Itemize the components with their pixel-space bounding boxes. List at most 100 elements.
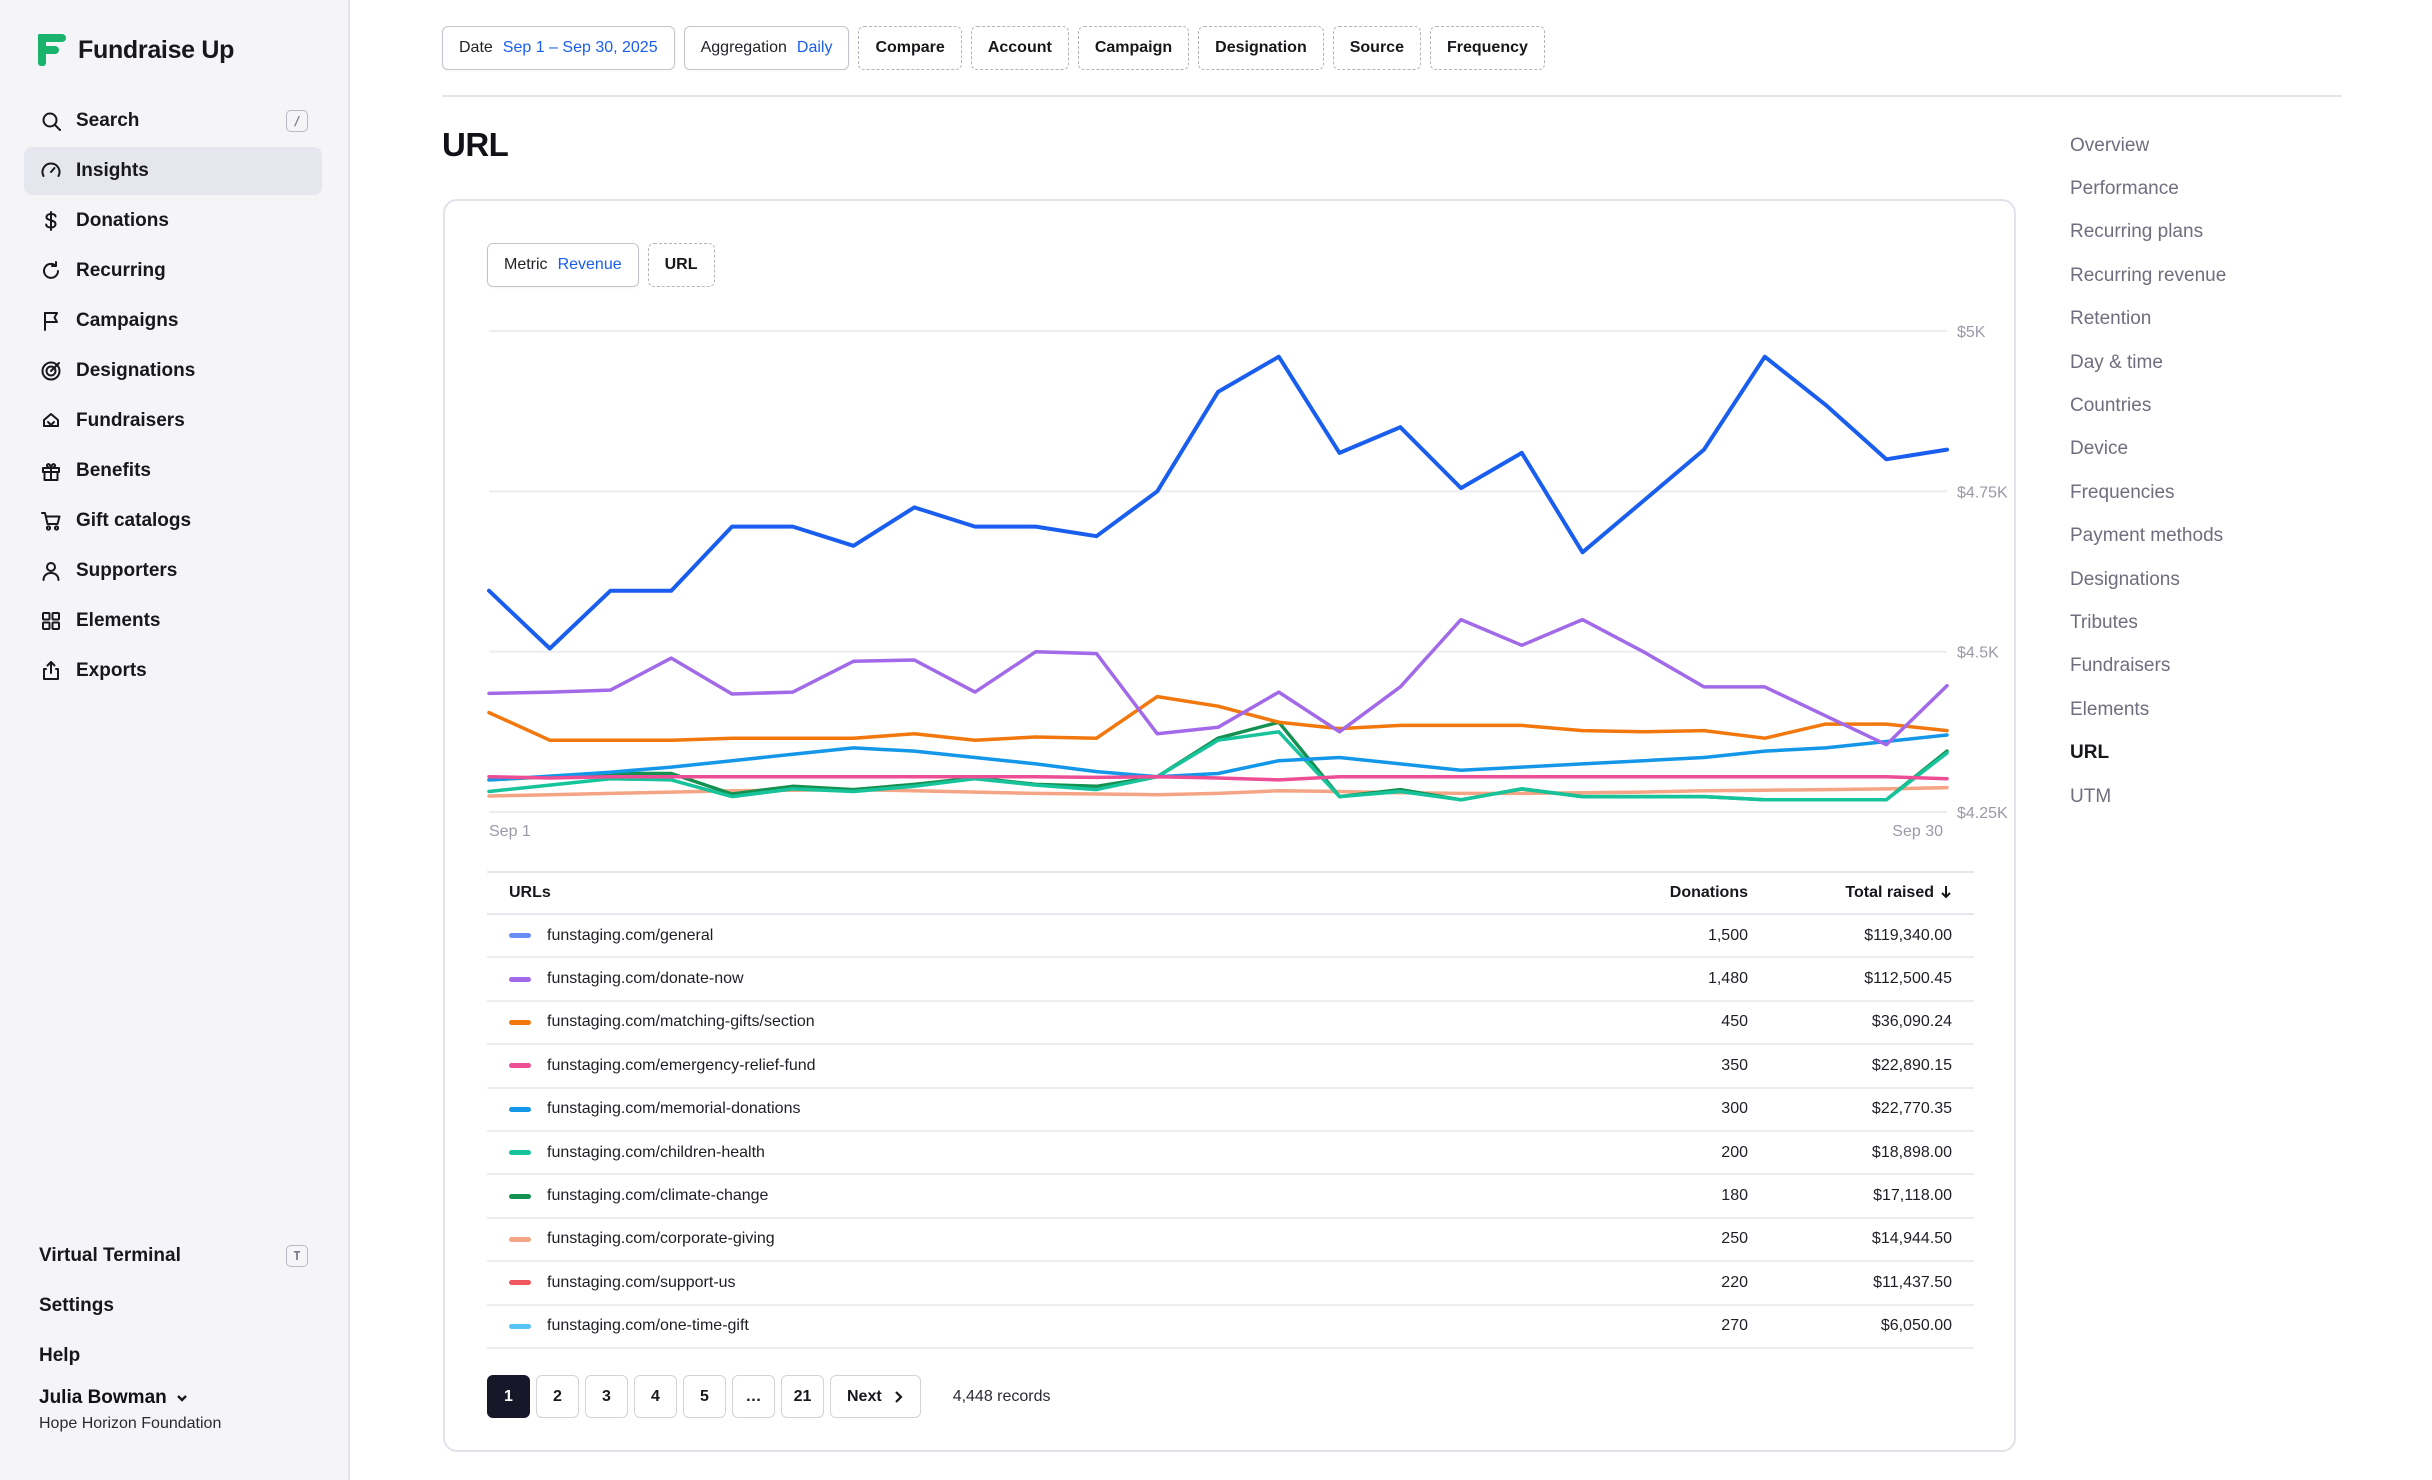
- aggregation-filter[interactable]: Aggregation Daily: [683, 26, 850, 70]
- url-cell: funstaging.com/memorial-donations: [487, 1100, 1578, 1118]
- section-nav-recurring-revenue[interactable]: Recurring revenue: [2070, 264, 2227, 286]
- sidebar-item-search[interactable]: Search /: [24, 97, 322, 145]
- table-row[interactable]: funstaging.com/matching-gifts/section 450…: [487, 1002, 1974, 1046]
- sidebar-item-label: Elements: [76, 610, 161, 631]
- section-nav-device[interactable]: Device: [2070, 438, 2129, 460]
- export-icon: [40, 660, 62, 682]
- url-cell: funstaging.com/children-health: [487, 1144, 1578, 1162]
- help-label: Help: [39, 1345, 81, 1366]
- sidebar-item-designations[interactable]: Designations: [24, 347, 322, 395]
- section-nav-recurring-plans[interactable]: Recurring plans: [2070, 221, 2204, 243]
- url-text: funstaging.com/corporate-giving: [547, 1230, 775, 1248]
- table-row[interactable]: funstaging.com/children-health 200 $18,898…: [487, 1132, 1974, 1176]
- sidebar-item-gift-catalogs[interactable]: Gift catalogs: [24, 497, 322, 545]
- table-row[interactable]: funstaging.com/climate-change 180 $17,118.…: [487, 1175, 1974, 1219]
- sidebar-item-donations[interactable]: Donations: [24, 197, 322, 245]
- page-button-5[interactable]: 5: [683, 1375, 726, 1418]
- table-row[interactable]: funstaging.com/one-time-gift 270 $6,050.00: [487, 1306, 1974, 1349]
- gauge-icon: [40, 160, 62, 182]
- gift-icon: [40, 460, 62, 482]
- col-header-urls[interactable]: URLs: [509, 884, 551, 901]
- section-nav-utm[interactable]: UTM: [2070, 785, 2112, 807]
- table-row[interactable]: funstaging.com/general 1,500 $119,340.00: [487, 915, 1974, 959]
- table-row[interactable]: funstaging.com/support-us 220 $11,437.50: [487, 1262, 1974, 1306]
- page-button-21[interactable]: 21: [781, 1375, 824, 1418]
- compare-filter[interactable]: Compare: [858, 26, 962, 70]
- user-menu[interactable]: Julia Bowman Hope Horizon Foundation: [24, 1387, 322, 1433]
- section-nav-url[interactable]: URL: [2070, 742, 2110, 764]
- revenue-line-chart: $5K $4.75K $4.5K $4.25K Sep 1 Sep 30: [487, 324, 2008, 840]
- sidebar-item-insights[interactable]: Insights: [24, 147, 322, 195]
- date-filter[interactable]: Date Sep 1 – Sep 30, 2025: [442, 26, 675, 70]
- url-text: funstaging.com/emergency-relief-fund: [547, 1056, 816, 1074]
- col-header-total-label: Total raised: [1845, 884, 1934, 901]
- section-nav-payment-methods[interactable]: Payment methods: [2070, 525, 2224, 547]
- section-nav-overview[interactable]: Overview: [2070, 134, 2150, 156]
- table-row[interactable]: funstaging.com/emergency-relief-fund 350 $…: [487, 1045, 1974, 1089]
- source-filter[interactable]: Source: [1332, 26, 1421, 70]
- section-nav-designations[interactable]: Designations: [2070, 568, 2180, 590]
- section-nav-countries[interactable]: Countries: [2070, 395, 2152, 417]
- table-header: URLs Donations Total raised: [487, 871, 1974, 915]
- sidebar-item-exports[interactable]: Exports: [24, 647, 322, 695]
- donations-cell: 350: [1721, 1056, 1748, 1074]
- settings-link[interactable]: Settings: [24, 1281, 322, 1331]
- url-cell: funstaging.com/general: [487, 927, 1578, 945]
- chevron-down-icon: [176, 1395, 187, 1402]
- total-raised-cell: $22,770.35: [1871, 1100, 1952, 1118]
- aggregation-filter-label: Aggregation: [700, 39, 787, 56]
- metric-selector[interactable]: Metric Revenue: [487, 243, 639, 287]
- user-name: Julia Bowman: [39, 1387, 167, 1408]
- sidebar-item-benefits[interactable]: Benefits: [24, 447, 322, 495]
- table-row[interactable]: funstaging.com/corporate-giving 250 $14,94…: [487, 1219, 1974, 1263]
- url-cell: funstaging.com/emergency-relief-fund: [487, 1057, 1578, 1075]
- section-nav-performance[interactable]: Performance: [2070, 178, 2179, 200]
- page-button-1[interactable]: 1: [487, 1375, 530, 1418]
- donations-cell: 270: [1721, 1317, 1748, 1335]
- sidebar-item-recurring[interactable]: Recurring: [24, 247, 322, 295]
- section-nav-day-time[interactable]: Day & time: [2070, 351, 2163, 373]
- section-nav-fundraisers[interactable]: Fundraisers: [2070, 655, 2171, 677]
- group-by-chip[interactable]: URL: [647, 243, 715, 287]
- section-nav-tributes[interactable]: Tributes: [2070, 611, 2138, 633]
- section-nav-frequencies[interactable]: Frequencies: [2070, 481, 2175, 503]
- table-row[interactable]: funstaging.com/donate-now 1,480 $112,500.4…: [487, 958, 1974, 1002]
- account-filter[interactable]: Account: [970, 26, 1069, 70]
- sidebar-item-supporters[interactable]: Supporters: [24, 547, 322, 595]
- logo-mark-icon: [38, 34, 66, 66]
- next-page-button[interactable]: Next: [830, 1375, 921, 1418]
- table-body: funstaging.com/general 1,500 $119,340.00 fu…: [487, 915, 1974, 1349]
- help-link[interactable]: Help: [24, 1331, 322, 1381]
- records-count: 4,448 records: [952, 1387, 1051, 1405]
- frequency-filter[interactable]: Frequency: [1429, 26, 1545, 70]
- sidebar-item-fundraisers[interactable]: Fundraisers: [24, 397, 322, 445]
- section-nav-elements[interactable]: Elements: [2070, 698, 2150, 720]
- donations-cell: 180: [1721, 1187, 1748, 1205]
- settings-label: Settings: [39, 1295, 114, 1316]
- sidebar-item-label: Gift catalogs: [76, 510, 192, 531]
- page-button-3[interactable]: 3: [585, 1375, 628, 1418]
- col-header-donations[interactable]: Donations: [1669, 884, 1748, 901]
- total-raised-cell: $22,890.15: [1871, 1056, 1952, 1074]
- x-end-label: Sep 30: [1892, 823, 1943, 840]
- designation-filter[interactable]: Designation: [1198, 26, 1324, 70]
- series-line-funstaging-com-donate-now: [487, 617, 1949, 747]
- page-button-2[interactable]: 2: [536, 1375, 579, 1418]
- virtual-terminal-link[interactable]: Virtual Terminal T: [24, 1231, 322, 1281]
- user-name-row[interactable]: Julia Bowman: [39, 1387, 322, 1409]
- campaign-filter[interactable]: Campaign: [1077, 26, 1190, 70]
- sidebar-item-campaigns[interactable]: Campaigns: [24, 297, 322, 345]
- page-button-4[interactable]: 4: [634, 1375, 677, 1418]
- url-cell: funstaging.com/corporate-giving: [487, 1230, 1578, 1248]
- cart-icon: [40, 510, 62, 532]
- user-org: Hope Horizon Foundation: [39, 1415, 222, 1432]
- series-line-funstaging-com-matching-gifts-section: [487, 694, 1949, 742]
- sidebar-item-elements[interactable]: Elements: [24, 597, 322, 645]
- logo[interactable]: Fundraise Up: [38, 34, 234, 66]
- table-row[interactable]: funstaging.com/memorial-donations 300 $22,…: [487, 1089, 1974, 1132]
- col-header-total-raised[interactable]: Total raised: [1758, 884, 1974, 902]
- user-icon: [40, 560, 62, 582]
- brand-name: Fundraise Up: [78, 35, 235, 64]
- section-nav-retention[interactable]: Retention: [2070, 308, 2152, 330]
